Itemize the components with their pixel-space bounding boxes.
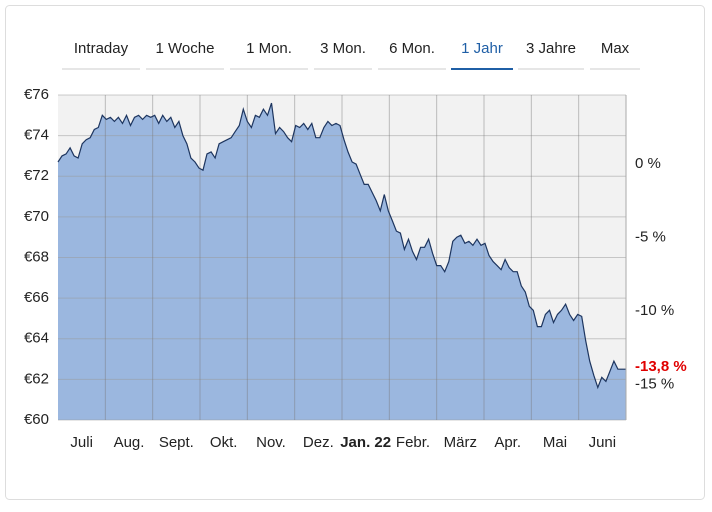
area: [58, 103, 626, 420]
y-tick-label: €74: [24, 127, 49, 144]
y2-tick-label: -5 %: [635, 229, 666, 246]
y2-tick-label: -10 %: [635, 302, 674, 319]
y-tick-label: €68: [24, 248, 49, 265]
x-tick-label: Aug.: [114, 434, 145, 451]
tab[interactable]: 1 Mon.: [246, 40, 292, 57]
last-change: -13,8 %: [635, 358, 687, 375]
line: [57, 102, 626, 390]
y-tick-label: €64: [24, 330, 49, 347]
y2-tick-label: -15 %: [635, 376, 674, 393]
x-tick-label: Sept.: [159, 434, 194, 451]
y-tick-label: €72: [24, 167, 49, 184]
x-tick-label: Okt.: [210, 434, 238, 451]
y-tick-label: €66: [24, 289, 49, 306]
tab[interactable]: 1 Woche: [156, 40, 215, 57]
y-tick-label: €62: [24, 370, 49, 387]
y-tick-label: €76: [24, 86, 49, 103]
tab[interactable]: 6 Mon.: [389, 40, 435, 57]
x-tick-label: März: [444, 434, 477, 451]
x-tick-label: Dez.: [303, 434, 334, 451]
x-tick-label: Mai: [543, 434, 567, 451]
x-tick-label: Febr.: [396, 434, 430, 451]
tab[interactable]: 1 Jahr: [461, 40, 503, 57]
x-tick-label: Juli: [70, 434, 93, 451]
tab[interactable]: 3 Jahre: [526, 40, 576, 57]
x-tick-label: Apr.: [494, 434, 521, 451]
x-tick-label: Jan. 22: [340, 434, 391, 451]
x-tick-label: Juni: [589, 434, 617, 451]
y-tick-label: €70: [24, 208, 49, 225]
tab[interactable]: Intraday: [74, 40, 129, 57]
tab[interactable]: 3 Mon.: [320, 40, 366, 57]
y-tick-label: €60: [24, 411, 49, 428]
x-tick-label: Nov.: [256, 434, 286, 451]
y2-tick-label: 0 %: [635, 155, 661, 172]
tab[interactable]: Max: [601, 40, 630, 57]
